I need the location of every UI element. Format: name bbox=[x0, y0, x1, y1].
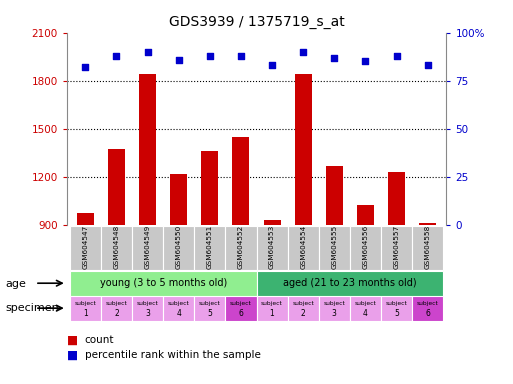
Bar bbox=[319, 296, 350, 321]
Point bbox=[299, 49, 307, 55]
Point bbox=[112, 53, 121, 59]
Text: subject: subject bbox=[106, 301, 127, 306]
Bar bbox=[419, 223, 436, 225]
Bar bbox=[139, 74, 156, 225]
Bar bbox=[101, 296, 132, 321]
Bar bbox=[264, 220, 281, 225]
Text: subject: subject bbox=[168, 301, 190, 306]
Text: subject: subject bbox=[199, 301, 221, 306]
Text: age: age bbox=[5, 279, 26, 289]
Bar bbox=[319, 225, 350, 270]
Text: GSM604549: GSM604549 bbox=[145, 225, 151, 269]
Point bbox=[81, 64, 89, 70]
Text: count: count bbox=[85, 335, 114, 345]
Text: GSM604552: GSM604552 bbox=[238, 225, 244, 269]
Text: GSM604556: GSM604556 bbox=[362, 225, 368, 269]
Bar bbox=[163, 225, 194, 270]
Text: GSM604553: GSM604553 bbox=[269, 225, 275, 269]
Bar bbox=[381, 225, 412, 270]
Text: subject: subject bbox=[261, 301, 283, 306]
Bar bbox=[70, 271, 256, 296]
Bar bbox=[101, 225, 132, 270]
Text: subject: subject bbox=[417, 301, 439, 306]
Bar bbox=[170, 174, 187, 225]
Text: 1: 1 bbox=[83, 310, 88, 318]
Text: subject: subject bbox=[323, 301, 345, 306]
Bar bbox=[412, 225, 443, 270]
Text: GSM604557: GSM604557 bbox=[393, 225, 400, 269]
Text: GSM604558: GSM604558 bbox=[425, 225, 430, 269]
Bar bbox=[381, 296, 412, 321]
Text: GSM604550: GSM604550 bbox=[176, 225, 182, 269]
Point bbox=[206, 53, 214, 59]
Text: GSM604547: GSM604547 bbox=[83, 225, 88, 269]
Bar bbox=[288, 225, 319, 270]
Bar bbox=[288, 296, 319, 321]
Bar bbox=[194, 225, 225, 270]
Text: 2: 2 bbox=[301, 310, 306, 318]
Text: GSM604548: GSM604548 bbox=[113, 225, 120, 269]
Point bbox=[237, 53, 245, 59]
Text: 4: 4 bbox=[176, 310, 181, 318]
Bar bbox=[326, 166, 343, 225]
Text: subject: subject bbox=[136, 301, 159, 306]
Text: GSM604551: GSM604551 bbox=[207, 225, 213, 269]
Bar bbox=[225, 225, 256, 270]
Bar bbox=[256, 271, 443, 296]
Text: subject: subject bbox=[230, 301, 252, 306]
Point bbox=[144, 49, 152, 55]
Point bbox=[392, 53, 401, 59]
Text: specimen: specimen bbox=[5, 303, 59, 313]
Bar bbox=[232, 137, 249, 225]
Text: subject: subject bbox=[292, 301, 314, 306]
Bar bbox=[350, 225, 381, 270]
Text: GSM604554: GSM604554 bbox=[300, 225, 306, 269]
Bar bbox=[194, 296, 225, 321]
Text: GSM604555: GSM604555 bbox=[331, 225, 337, 269]
Point bbox=[361, 58, 369, 65]
Text: 3: 3 bbox=[145, 310, 150, 318]
Point bbox=[424, 62, 432, 68]
Bar bbox=[294, 74, 312, 225]
Text: ■: ■ bbox=[67, 349, 78, 362]
Text: aged (21 to 23 months old): aged (21 to 23 months old) bbox=[283, 278, 417, 288]
Text: young (3 to 5 months old): young (3 to 5 months old) bbox=[100, 278, 227, 288]
Text: percentile rank within the sample: percentile rank within the sample bbox=[85, 350, 261, 360]
Bar bbox=[70, 296, 101, 321]
Text: 5: 5 bbox=[207, 310, 212, 318]
Bar bbox=[388, 172, 405, 225]
Text: 4: 4 bbox=[363, 310, 368, 318]
Text: 1: 1 bbox=[270, 310, 274, 318]
Bar bbox=[225, 296, 256, 321]
Text: subject: subject bbox=[354, 301, 377, 306]
Bar bbox=[201, 151, 219, 225]
Title: GDS3939 / 1375719_s_at: GDS3939 / 1375719_s_at bbox=[169, 15, 344, 29]
Bar bbox=[256, 225, 288, 270]
Text: 6: 6 bbox=[425, 310, 430, 318]
Text: 3: 3 bbox=[332, 310, 337, 318]
Point bbox=[330, 55, 339, 61]
Bar bbox=[163, 296, 194, 321]
Text: 5: 5 bbox=[394, 310, 399, 318]
Text: ■: ■ bbox=[67, 333, 78, 346]
Text: 6: 6 bbox=[239, 310, 243, 318]
Bar bbox=[256, 296, 288, 321]
Text: subject: subject bbox=[74, 301, 96, 306]
Bar bbox=[357, 205, 374, 225]
Bar bbox=[108, 149, 125, 225]
Bar bbox=[70, 225, 101, 270]
Bar bbox=[77, 214, 94, 225]
Point bbox=[174, 56, 183, 63]
Text: 2: 2 bbox=[114, 310, 119, 318]
Bar bbox=[412, 296, 443, 321]
Text: subject: subject bbox=[386, 301, 407, 306]
Bar bbox=[132, 296, 163, 321]
Point bbox=[268, 62, 276, 68]
Bar bbox=[350, 296, 381, 321]
Bar bbox=[132, 225, 163, 270]
